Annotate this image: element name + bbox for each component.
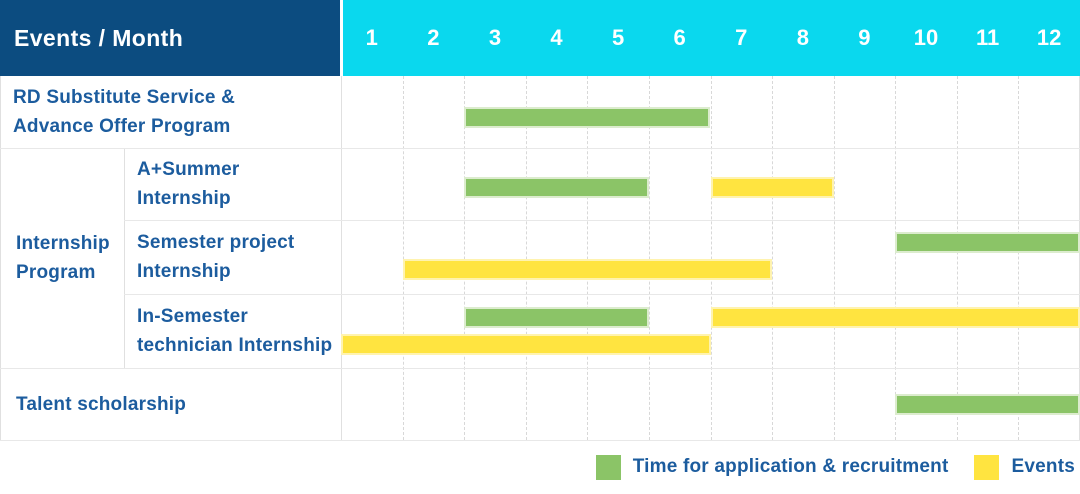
- month-label-11: 11: [975, 25, 1000, 50]
- row-label-in-semester-technician-internship: In-Semester technician Internship: [137, 306, 333, 356]
- gantt-bar-event-months-7-12: [710, 307, 1080, 328]
- month-label-12: 12: [1036, 25, 1062, 50]
- row-label-semester-project-internship: Semester project Internship: [137, 232, 295, 282]
- legend: Time for application & recruitment Event…: [595, 453, 1075, 481]
- legend-events-swatch: [974, 454, 1000, 480]
- month-gridline: [710, 76, 712, 440]
- row-divider-line: [124, 220, 1080, 221]
- month-gridline: [772, 76, 774, 440]
- row-divider-line: [0, 148, 1080, 149]
- month-label-8: 8: [796, 25, 809, 50]
- month-label-4: 4: [550, 25, 563, 50]
- row-divider-line: [0, 440, 1080, 441]
- month-label-2: 2: [427, 25, 440, 50]
- month-label-6: 6: [673, 25, 686, 50]
- page-title: Events / Month: [14, 24, 184, 51]
- gantt-bar-application-months-3-5: [464, 307, 649, 328]
- table-border-line: [124, 148, 125, 368]
- month-label-10: 10: [913, 25, 939, 50]
- legend-application-swatch: [595, 454, 621, 480]
- gantt-bar-application-months-10-12: [895, 232, 1080, 253]
- gantt-bar-event-months-2-7: [402, 259, 773, 280]
- month-label-5: 5: [611, 25, 625, 50]
- gantt-bar-event-months-7-8: [710, 177, 834, 198]
- row-label-a-summer-internship: A+Summer Internship: [137, 159, 240, 209]
- month-gridline: [1018, 76, 1020, 440]
- month-gridline: [402, 76, 404, 440]
- row-label-talent-scholarship: Talent scholarship: [16, 393, 187, 415]
- month-label-3: 3: [488, 25, 502, 50]
- legend-events-label: Events: [1011, 456, 1075, 477]
- month-gridline: [464, 76, 466, 440]
- gantt-bar-application-months-3-5: [464, 177, 649, 198]
- month-gridline: [895, 76, 897, 440]
- month-gridline: [956, 76, 958, 440]
- month-header-row: 1 2 3 4 5 6 7 8 9 10 11 12: [341, 0, 1080, 76]
- gantt-bar-event-months-1-6: [341, 334, 711, 355]
- table-border-line: [341, 76, 342, 440]
- row-group-label-internship-program: Internship Program: [16, 233, 110, 283]
- table-border-line: [0, 76, 1, 440]
- month-gridline: [587, 76, 589, 440]
- row-divider-line: [124, 294, 1080, 295]
- month-label-7: 7: [735, 25, 748, 50]
- month-gridline: [525, 76, 527, 440]
- gantt-bar-application-months-10-12: [895, 394, 1080, 415]
- month-gridline: [833, 76, 835, 440]
- month-gridline: [648, 76, 650, 440]
- month-header-band: [343, 0, 1080, 76]
- gantt-bar-application-months-3-6: [464, 107, 711, 128]
- legend-application-label: Time for application & recruitment: [632, 456, 949, 477]
- row-label-rd-substitute: RD Substitute Service & Advance Offer Pr…: [13, 87, 236, 137]
- row-divider-line: [0, 368, 1080, 369]
- header-title-cell: Events / Month: [0, 0, 340, 76]
- month-label-9: 9: [858, 25, 871, 50]
- month-label-1: 1: [365, 25, 378, 50]
